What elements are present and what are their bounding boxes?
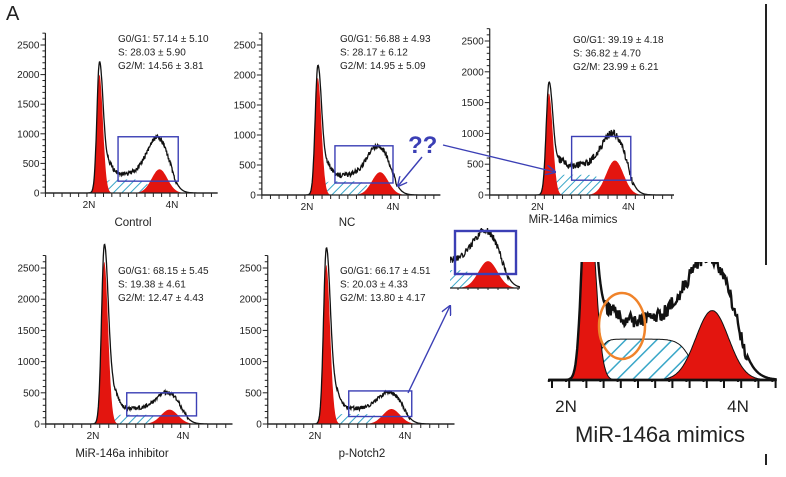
y-tick-label: 2500	[17, 41, 40, 52]
x-tick-label: 4N	[399, 431, 412, 442]
panel-title: NC	[339, 217, 356, 229]
panel-title: MiR-146a mimics	[529, 214, 618, 226]
arrow-to-nc	[398, 156, 423, 186]
inset-highlight-box	[453, 229, 518, 276]
cell-cycle-stat: G2/M: 14.95 ± 5.09	[340, 61, 426, 72]
x-tick-label: 4N	[387, 202, 400, 213]
highlight-box	[348, 390, 413, 418]
histogram-panel: 0 500 1000 1500 2000 2500 2N 4N MiR-146a mimics G…	[461, 28, 674, 226]
y-tick-label: 0	[250, 191, 256, 202]
cell-cycle-stat: G2/M: 13.80 ± 4.17	[340, 293, 426, 304]
panel-letter: A	[6, 3, 20, 25]
histogram-panel: 0 500 1000 1500 2000 2500 2N 4N Control G0/G1: 57…	[17, 32, 218, 229]
y-tick-label: 0	[256, 420, 262, 431]
y-tick-label: 2000	[234, 71, 257, 82]
inset-large-title: MiR-146a mimics	[575, 422, 745, 447]
panel-title: Control	[114, 217, 151, 229]
s-phase-fit	[45, 414, 233, 424]
arrow-to-inset	[407, 306, 450, 394]
y-tick-label: 0	[34, 420, 40, 431]
x-tick-label: 2N	[309, 431, 322, 442]
inset-small-pnotch2-zoom	[450, 228, 520, 290]
histogram-panel	[450, 228, 520, 290]
x-tick-label: 4N	[622, 202, 635, 213]
x-tick-label: 4N	[177, 431, 190, 442]
inset-x-label: 4N	[727, 397, 749, 416]
s-phase-fit	[489, 174, 674, 195]
y-tick-label: 1500	[234, 101, 257, 112]
arrow-to-mimics	[442, 144, 555, 172]
cell-cycle-stat: G2/M: 23.99 ± 6.21	[573, 62, 659, 73]
cell-cycle-stat: G2/M: 12.47 ± 4.43	[118, 293, 204, 304]
histogram-panel: 0 500 1000 1500 2000 2500 2N 4N p-Notch2 G0/G1: 6…	[240, 246, 455, 460]
y-tick-label: 2500	[234, 41, 257, 52]
histogram-panel: 0 500 1000 1500 2000 2500 2N 4N MiR-146a inhibit…	[18, 243, 233, 460]
cell-cycle-stat: G0/G1: 66.17 ± 4.51	[340, 266, 431, 277]
y-tick-label: 1000	[240, 357, 263, 368]
histogram-trace	[548, 262, 777, 382]
y-tick-label: 1000	[17, 129, 40, 140]
x-tick-label: 4N	[166, 200, 179, 211]
cell-cycle-stat: S: 19.38 ± 4.61	[118, 280, 186, 291]
y-tick-label: 500	[23, 159, 40, 170]
g1-peak-fit	[45, 74, 218, 193]
g2-peak-fit	[489, 160, 674, 195]
cell-cycle-stat: G0/G1: 39.19 ± 4.18	[573, 35, 664, 46]
y-tick-label: 1500	[18, 326, 41, 337]
x-tick-label: 2N	[531, 202, 544, 213]
histogram-trace	[45, 60, 218, 194]
panel-title: MiR-146a inhibitor	[75, 448, 168, 460]
y-tick-label: 1500	[17, 100, 40, 111]
cell-cycle-stat: G0/G1: 68.15 ± 5.45	[118, 266, 209, 277]
cell-cycle-stat: S: 20.03 ± 4.33	[340, 280, 408, 291]
highlight-box	[126, 392, 198, 417]
cell-cycle-stat: G0/G1: 57.14 ± 5.10	[118, 34, 209, 45]
highlight-circle	[597, 291, 647, 361]
cell-cycle-stat: S: 36.82 ± 4.70	[573, 49, 641, 60]
question-marks: ??	[408, 132, 437, 159]
cell-cycle-stat: S: 28.03 ± 5.90	[118, 48, 186, 59]
y-tick-label: 1000	[461, 129, 484, 140]
s-phase-fit	[45, 179, 218, 193]
histogram-panel: 0 500 1000 1500 2000 2500 2N 4N NC G0/G1: 56.88 ±…	[234, 32, 441, 229]
y-tick-label: 0	[478, 191, 484, 202]
y-tick-label: 2500	[240, 264, 263, 275]
y-tick-label: 500	[239, 161, 256, 172]
cell-cycle-stat: G0/G1: 56.88 ± 4.93	[340, 34, 431, 45]
y-tick-label: 2000	[17, 70, 40, 81]
y-tick-label: 500	[23, 388, 40, 399]
cell-cycle-stat: S: 28.17 ± 6.12	[340, 48, 408, 59]
inset-large-mimics-zoom: 2N 4N MiR-146a mimics	[547, 262, 777, 447]
inset-x-label: 2N	[555, 397, 577, 416]
x-tick-label: 2N	[83, 200, 96, 211]
y-tick-label: 1500	[461, 98, 484, 109]
y-tick-label: 2000	[240, 295, 263, 306]
y-tick-label: 2000	[461, 67, 484, 78]
highlight-box	[334, 145, 394, 184]
s-phase-fit	[261, 181, 441, 195]
y-tick-label: 500	[245, 388, 262, 399]
s-phase-fit	[267, 414, 455, 424]
highlight-box	[117, 136, 179, 182]
x-tick-label: 2N	[301, 202, 314, 213]
cell-cycle-stat: G2/M: 14.56 ± 3.81	[118, 61, 204, 72]
y-tick-label: 1500	[240, 326, 263, 337]
y-tick-label: 2500	[461, 37, 484, 48]
x-tick-label: 2N	[87, 431, 100, 442]
y-tick-label: 0	[34, 189, 40, 200]
y-tick-label: 500	[467, 160, 484, 171]
panel-title: p-Notch2	[339, 448, 386, 460]
histogram-trace	[261, 64, 441, 196]
y-tick-label: 2500	[18, 264, 41, 275]
highlight-box	[570, 135, 632, 181]
y-tick-label: 1000	[18, 357, 41, 368]
y-tick-label: 2000	[18, 295, 41, 306]
y-tick-label: 1000	[234, 131, 257, 142]
